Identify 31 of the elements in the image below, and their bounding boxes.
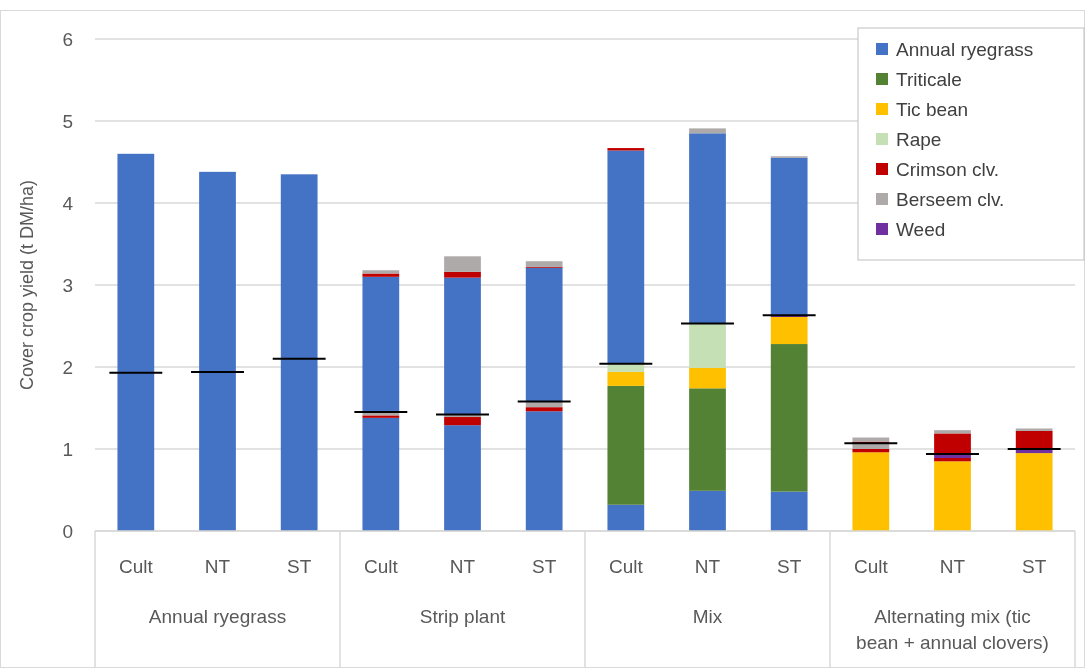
x-tick-label: NT: [204, 556, 231, 577]
x-tick-label: Cult: [118, 556, 154, 577]
x-tick-label: NT: [939, 556, 966, 577]
text: Mix: [692, 606, 723, 627]
x-tick-label: NT: [694, 556, 721, 577]
legend-label: Weed: [896, 218, 946, 240]
legend-label: Rape: [896, 128, 942, 150]
x-tick-label: ST: [1022, 556, 1047, 577]
x-tick-label: NT: [449, 556, 476, 577]
y-tick-label: 4: [62, 192, 74, 214]
legend-label: Berseem clv.: [896, 188, 1005, 210]
legend-label: Triticale: [896, 68, 962, 90]
text: Annual ryegrass: [148, 606, 287, 627]
x-tick-label: Cult: [853, 556, 889, 577]
y-tick-label: 6: [62, 28, 73, 50]
x-tick-label: ST: [532, 556, 557, 577]
text: Strip plant: [419, 606, 506, 627]
y-tick-label: 5: [62, 110, 73, 132]
x-tick-label: Cult: [363, 556, 399, 577]
y-tick-label: 0: [62, 520, 73, 542]
legend-label: Crimson clv.: [896, 158, 1000, 180]
legend-label: Annual ryegrass: [896, 38, 1034, 60]
y-tick-label: 1: [62, 438, 73, 460]
x-tick-label: Cult: [608, 556, 644, 577]
legend-label: Tic bean: [896, 98, 969, 120]
text: Alternating mix (tic bean + annual clovers): [856, 606, 1049, 653]
y-tick-label: 3: [62, 274, 73, 296]
y-axis-title: Cover crop yield (t DM/ha): [17, 179, 37, 391]
y-tick-label: 2: [62, 356, 73, 378]
x-tick-label: ST: [777, 556, 802, 577]
x-tick-label: ST: [287, 556, 312, 577]
